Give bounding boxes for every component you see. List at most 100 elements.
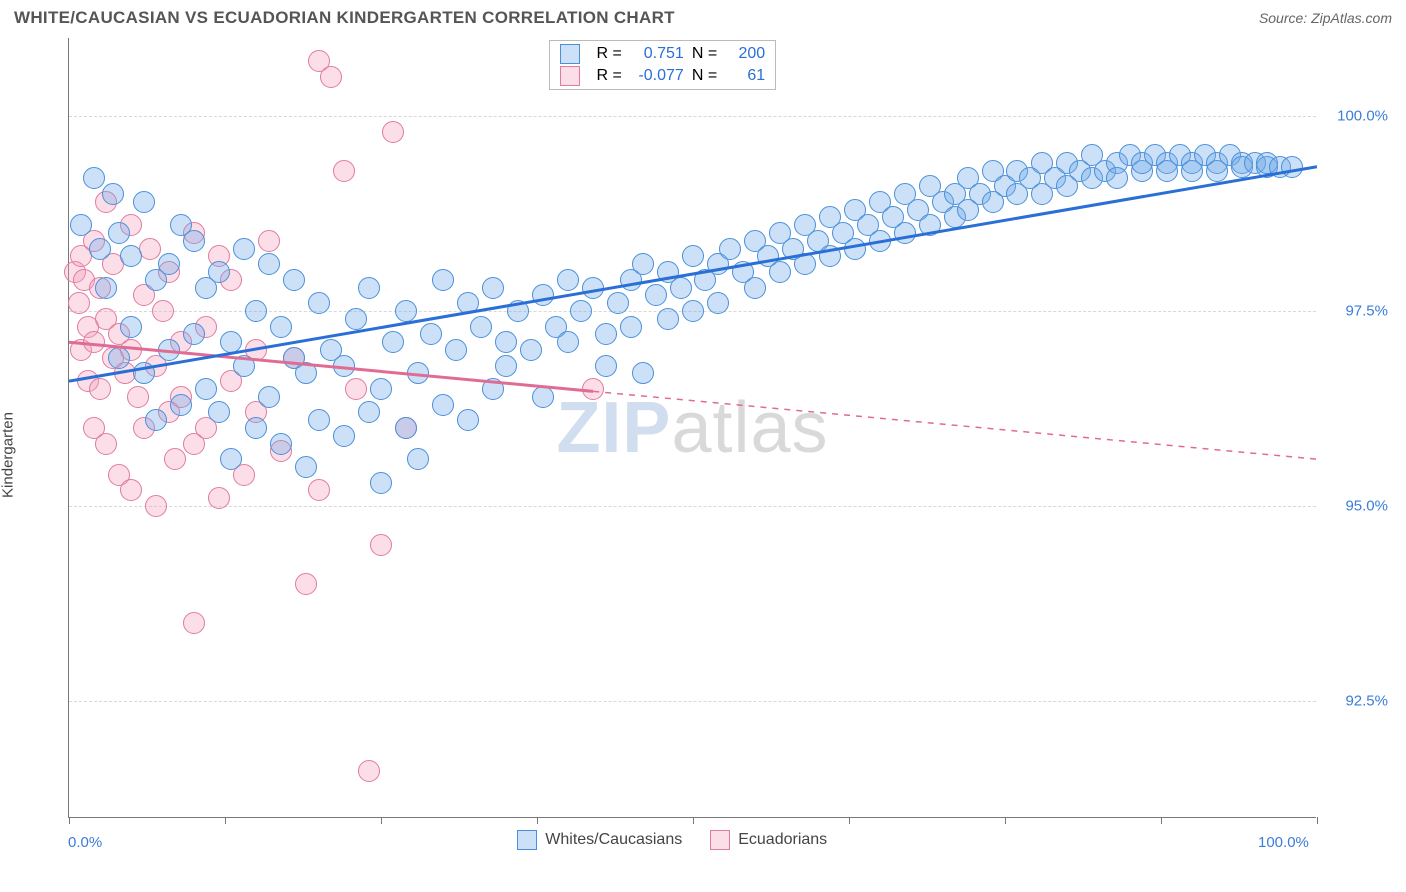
y-tick-label: 92.5% [1324,693,1388,710]
data-point [333,355,355,377]
data-point [445,339,467,361]
data-point [308,292,330,314]
n-label-b: N = [692,67,717,85]
x-axis-min-label: 0.0% [68,834,102,851]
data-point [632,253,654,275]
x-tick [693,817,694,824]
y-axis-label: Kindergarten [0,412,17,498]
r-label-a: R = [596,45,621,63]
data-point [83,331,105,353]
r-value-b: -0.077 [630,67,684,85]
data-point [270,433,292,455]
data-point [532,284,554,306]
data-point [670,277,692,299]
data-point [432,269,454,291]
legend-swatch-a [517,830,537,850]
data-point [89,378,111,400]
data-point [769,261,791,283]
data-point [133,362,155,384]
data-point [333,160,355,182]
legend-label-b: Ecuadorians [738,831,827,848]
data-point [432,394,454,416]
data-point [620,316,642,338]
stats-row-a: R = 0.751 N = 200 [550,43,775,65]
data-point [208,261,230,283]
data-point [607,292,629,314]
data-point [557,331,579,353]
x-tick [381,817,382,824]
data-point [345,378,367,400]
data-point [1106,167,1128,189]
data-point [570,300,592,322]
data-point [645,284,667,306]
data-point [682,245,704,267]
gridline [69,701,1316,702]
data-point [470,316,492,338]
watermark-zip: ZIP [556,388,671,468]
data-point [595,323,617,345]
data-point [370,378,392,400]
y-tick-label: 97.5% [1324,303,1388,320]
data-point [258,386,280,408]
data-point [120,479,142,501]
plot-area: ZIPatlas R = 0.751 N = 200 R = -0.077 N … [68,38,1316,818]
data-point [295,456,317,478]
gridline [69,506,1316,507]
source-label: Source: ZipAtlas.com [1259,10,1392,26]
data-point [333,425,355,447]
data-point [358,277,380,299]
data-point [183,612,205,634]
data-point [395,300,417,322]
x-tick [69,817,70,824]
data-point [158,253,180,275]
data-point [245,417,267,439]
legend-item-a: Whites/Caucasians [517,830,682,850]
legend-item-b: Ecuadorians [710,830,827,850]
data-point [133,191,155,213]
data-point [1281,156,1303,178]
data-point [719,238,741,260]
data-point [370,534,392,556]
stats-row-b: R = -0.077 N = 61 [550,65,775,87]
data-point [195,378,217,400]
data-point [382,331,404,353]
data-point [407,362,429,384]
data-point [233,355,255,377]
data-point [95,433,117,455]
n-label-a: N = [692,45,717,63]
data-point [170,394,192,416]
x-axis-max-label: 100.0% [1258,834,1316,851]
data-point [582,277,604,299]
data-point [145,495,167,517]
data-point [295,362,317,384]
data-point [164,448,186,470]
data-point [370,472,392,494]
data-point [482,378,504,400]
y-tick-label: 100.0% [1324,108,1388,125]
data-point [457,292,479,314]
data-point [95,277,117,299]
data-point [70,214,92,236]
data-point [208,401,230,423]
data-point [68,292,90,314]
data-point [507,300,529,322]
data-point [457,409,479,431]
data-point [358,401,380,423]
data-point [220,448,242,470]
data-point [595,355,617,377]
data-point [495,355,517,377]
data-point [532,386,554,408]
data-point [819,245,841,267]
chart-title: WHITE/CAUCASIAN VS ECUADORIAN KINDERGART… [14,8,675,28]
data-point [152,300,174,322]
data-point [707,292,729,314]
data-point [632,362,654,384]
watermark-atlas: atlas [671,388,828,468]
data-point [295,573,317,595]
data-point [183,323,205,345]
r-value-a: 0.751 [630,45,684,63]
data-point [89,238,111,260]
x-tick [1161,817,1162,824]
data-point [258,253,280,275]
data-point [139,238,161,260]
